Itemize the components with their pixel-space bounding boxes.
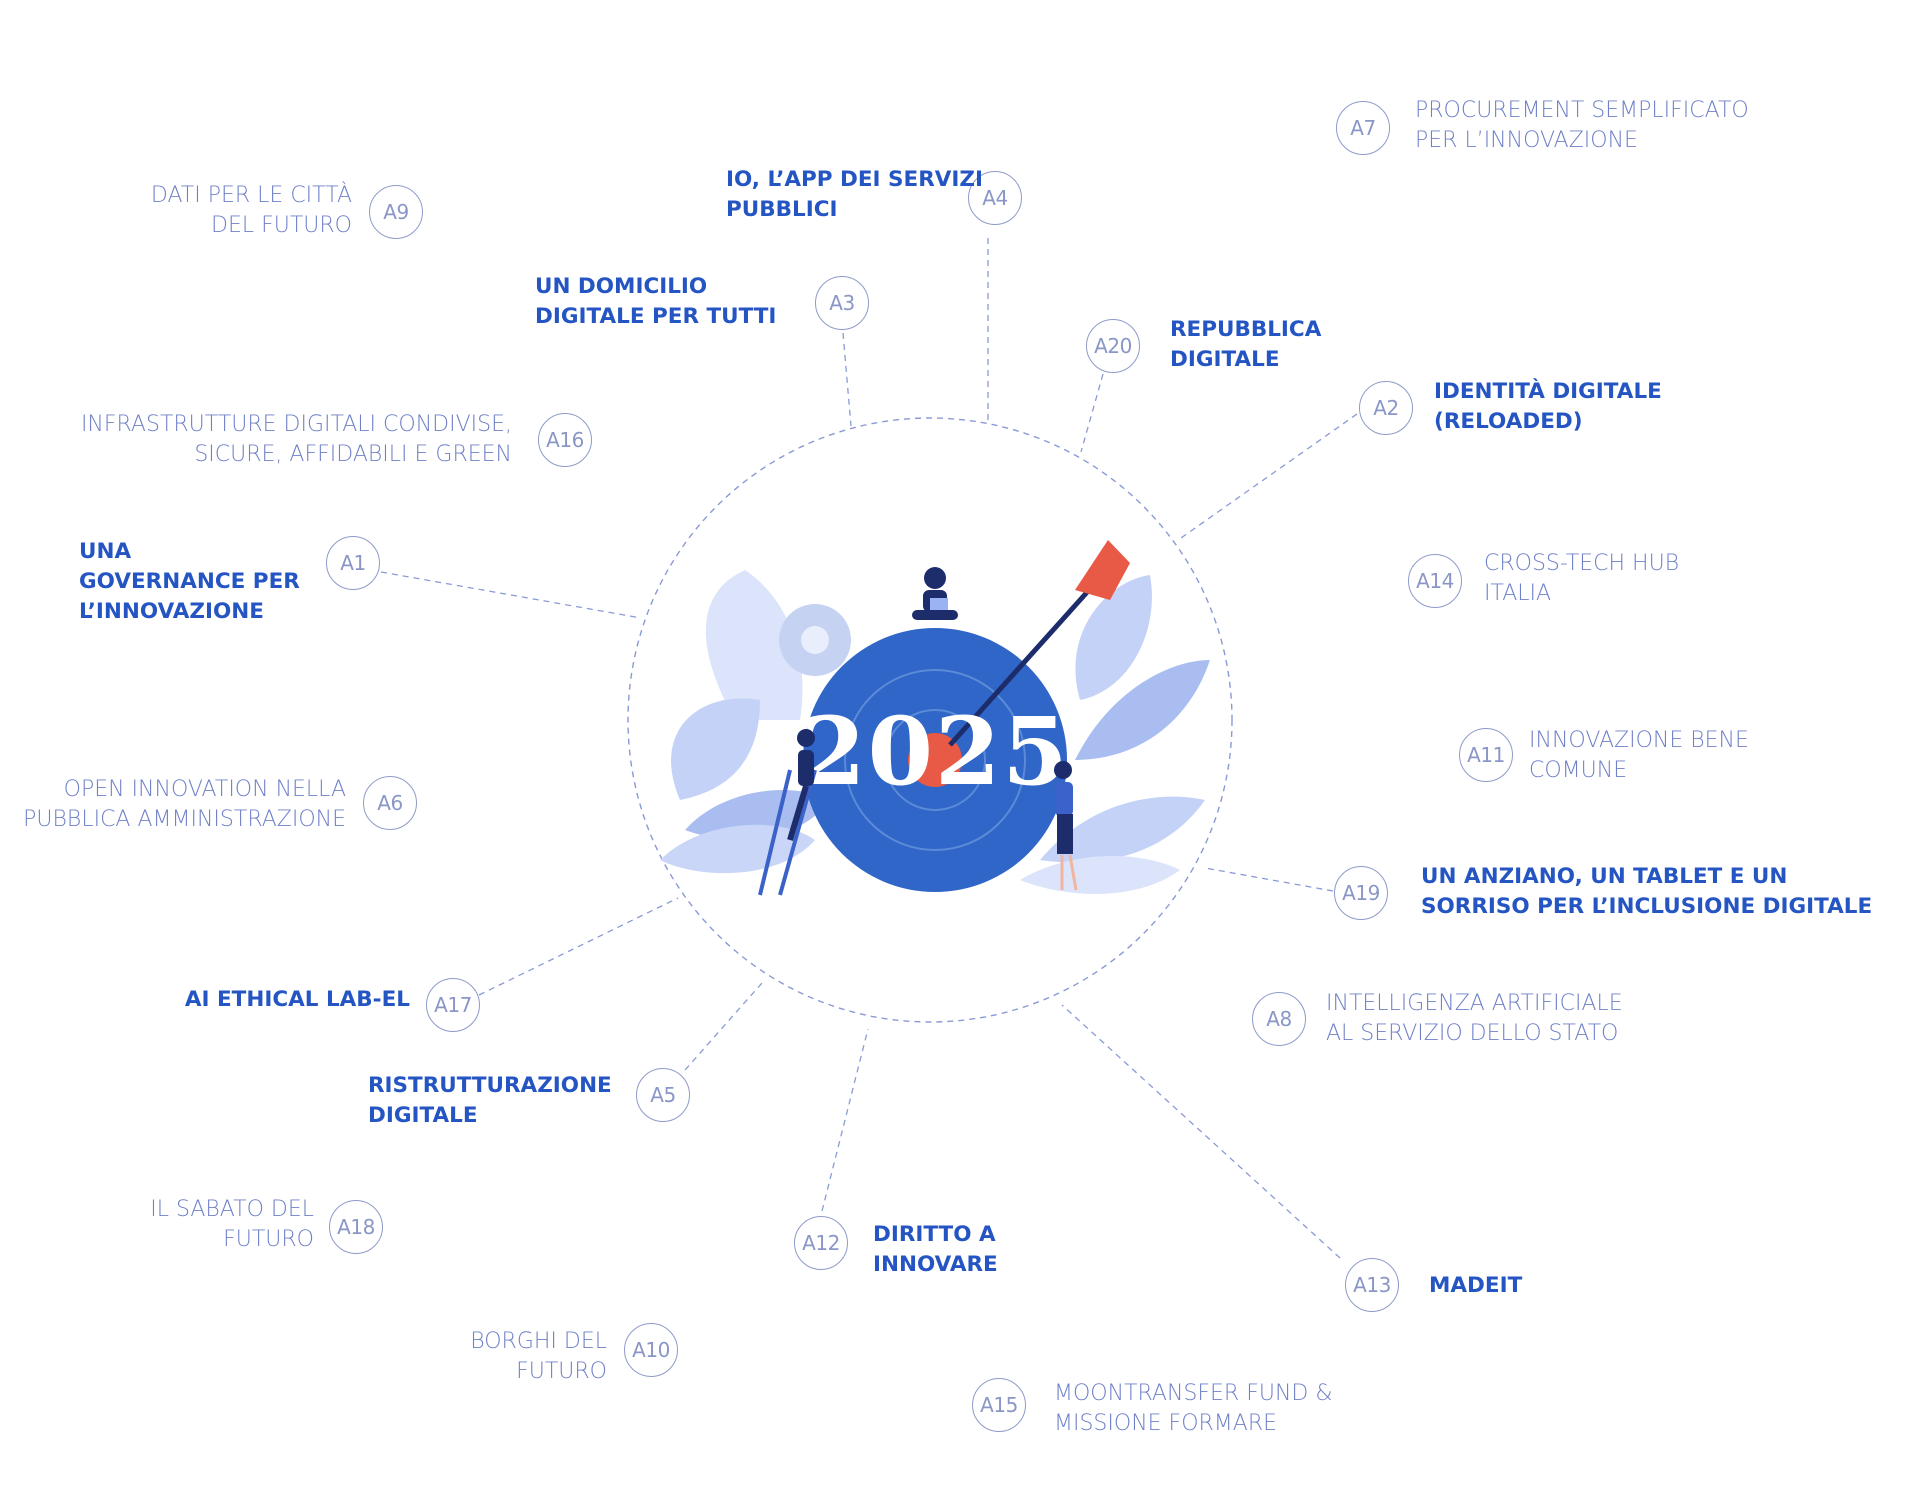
badge-a11: A11 bbox=[1459, 728, 1513, 782]
leaf-right-bottom bbox=[1040, 796, 1205, 863]
badge-a15: A15 bbox=[972, 1378, 1026, 1432]
connector-a1 bbox=[380, 571, 642, 619]
label-a19: UN ANZIANO, UN TABLET E UN SORRISO PER L’… bbox=[1421, 864, 1873, 919]
arrow-shaft bbox=[948, 578, 1100, 747]
label-a6: OPEN INNOVATION NELLA PUBBLICA AMMINISTRA… bbox=[23, 777, 346, 832]
bullseye bbox=[908, 733, 962, 787]
connector-lines bbox=[380, 238, 1358, 1259]
leaf-right-low bbox=[1020, 856, 1180, 894]
connector-a19 bbox=[1204, 867, 1334, 892]
badge-a18: A18 bbox=[329, 1200, 383, 1254]
leaf-left-mid bbox=[671, 698, 760, 800]
label-a9: DATI PER LE CITTÀ DEL FUTURO bbox=[150, 183, 352, 238]
badge-a16: A16 bbox=[538, 413, 592, 467]
label-a1: UNA GOVERNANCE PER L’INNOVAZIONE bbox=[79, 539, 300, 624]
badge-a5: A5 bbox=[636, 1068, 690, 1122]
hub-illustration: 2025 bbox=[660, 540, 1210, 896]
badge-a9: A9 bbox=[369, 185, 423, 239]
connector-a17 bbox=[478, 897, 679, 996]
leaf-left-low bbox=[660, 824, 815, 874]
badge-a12: A12 bbox=[794, 1216, 848, 1270]
hub-year: 2025 bbox=[800, 697, 1070, 807]
badge-a1: A1 bbox=[326, 536, 380, 590]
badge-a6: A6 bbox=[363, 776, 417, 830]
badge-a10: A10 bbox=[624, 1323, 678, 1377]
label-a2: IDENTITÀ DIGITALE (RELOADED) bbox=[1434, 379, 1662, 434]
label-a4: IO, L’APP DEI SERVIZI PUBBLICI bbox=[726, 167, 983, 222]
label-a3: UN DOMICILIO DIGITALE PER TUTTI bbox=[535, 274, 777, 329]
label-a7: PROCUREMENT SEMPLIFICATO PER L’INNOVAZION… bbox=[1415, 98, 1749, 153]
label-a17: AI ETHICAL LAB-EL bbox=[184, 987, 410, 1012]
gear-large bbox=[779, 604, 851, 676]
leaf-left-top bbox=[705, 570, 803, 720]
badge-a17: A17 bbox=[426, 978, 480, 1032]
label-a5: RISTRUTTURAZIONE DIGITALE bbox=[368, 1073, 612, 1128]
badge-a3: A3 bbox=[815, 276, 869, 330]
connector-a5 bbox=[684, 982, 763, 1071]
label-a10: BORGHI DEL FUTURO bbox=[470, 1329, 607, 1384]
badge-a20: A20 bbox=[1086, 319, 1140, 373]
leaf-right-top bbox=[1075, 575, 1152, 700]
label-a20: REPUBBLICA DIGITALE bbox=[1170, 317, 1322, 372]
label-a14: CROSS-TECH HUB ITALIA bbox=[1484, 551, 1680, 606]
label-a15: MOONTRANSFER FUND & MISSIONE FORMARE bbox=[1054, 1381, 1333, 1436]
badge-a13: A13 bbox=[1345, 1258, 1399, 1312]
badge-a7: A7 bbox=[1336, 101, 1390, 155]
hub-ring bbox=[627, 417, 1233, 1023]
badge-a14: A14 bbox=[1408, 554, 1462, 608]
badge-a2: A2 bbox=[1359, 381, 1413, 435]
label-a16: INFRASTRUTTURE DIGITALI CONDIVISE, SICURE… bbox=[80, 412, 512, 467]
label-a18: IL SABATO DEL FUTURO bbox=[150, 1197, 314, 1252]
label-a12: DIRITTO A INNOVARE bbox=[873, 1222, 998, 1277]
label-a13: MADEIT bbox=[1429, 1273, 1523, 1298]
label-a8: INTELLIGENZA ARTIFICIALE AL SERVIZIO DELL… bbox=[1326, 991, 1623, 1046]
connector-a12 bbox=[821, 1028, 869, 1212]
target-ring-outer bbox=[844, 669, 1026, 851]
label-a11: INNOVAZIONE BENE COMUNE bbox=[1529, 728, 1749, 783]
person-climbing bbox=[758, 729, 817, 896]
connector-a20 bbox=[1080, 373, 1104, 453]
connector-a3 bbox=[842, 332, 852, 427]
person-standing bbox=[1054, 761, 1078, 891]
connector-a13 bbox=[1061, 1004, 1341, 1259]
target-ring-inner bbox=[884, 709, 986, 811]
leaf-right-mid bbox=[1075, 660, 1210, 760]
connector-a2 bbox=[1180, 413, 1358, 539]
arrow-fletching bbox=[1075, 540, 1130, 600]
badge-a19: A19 bbox=[1334, 866, 1388, 920]
person-sitting bbox=[912, 567, 958, 620]
badge-a8: A8 bbox=[1252, 992, 1306, 1046]
badge-a4: A4 bbox=[968, 171, 1022, 225]
